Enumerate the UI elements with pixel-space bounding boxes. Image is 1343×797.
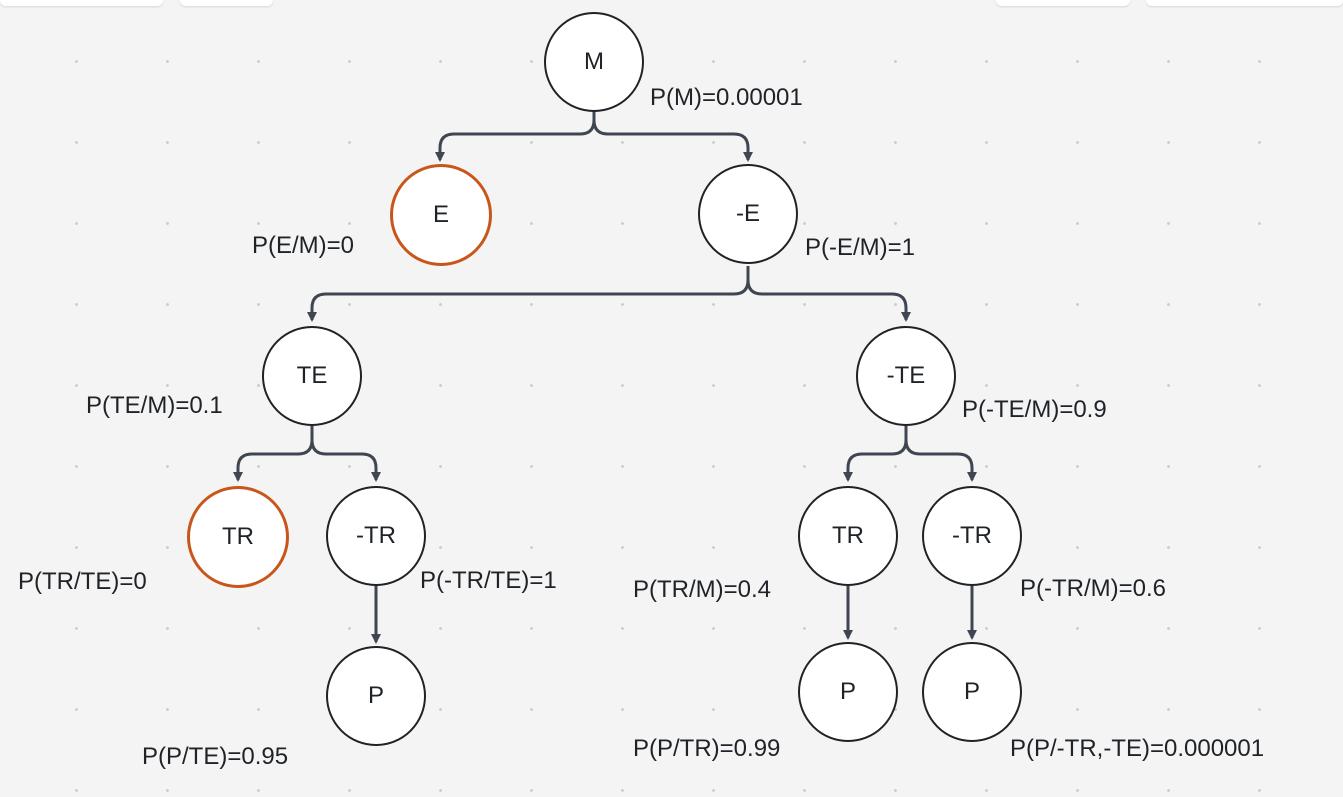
node-tr-right[interactable]: TR [798,486,898,586]
prob-label-p-left: P(P/TE)=0.95 [142,743,289,770]
node-p-right[interactable]: P [922,642,1022,742]
prob-label-not-tr-left: P(-TR/TE)=1 [420,567,557,594]
node-tr-left[interactable]: TR [187,486,289,588]
prob-label-te: P(TE/M)=0.1 [86,392,223,419]
prob-label-not-tr-right: P(-TR/M)=0.6 [1020,575,1167,602]
toolbar-tab [180,0,273,6]
edge-not-te-to-tr [843,426,908,482]
node-p-middle[interactable]: P [798,642,898,742]
node-te[interactable]: TE [262,326,362,426]
node-not-tr-left[interactable]: -TR [326,486,426,586]
edge-not-e-to-te [307,266,750,322]
prob-label-tr-right: P(TR/M)=0.4 [633,576,772,603]
node-p-left[interactable]: P [326,646,426,746]
edge-m-to-e [435,110,596,162]
node-m[interactable]: M [544,12,644,112]
edge-not-e-to-not-te [746,266,911,322]
node-not-e[interactable]: -E [698,164,798,264]
toolbar-tab [1146,0,1343,6]
prob-label-not-e: P(-E/M)=1 [805,234,916,261]
prob-label-p-right: P(P/-TR,-TE)=0.000001 [1010,735,1265,762]
edge-m-to-not-e [592,110,753,162]
toolbar-tab [0,0,163,6]
prob-label-tr-left: P(TR/TE)=0 [18,568,147,595]
toolbar-tab [996,0,1130,6]
prob-label-not-te: P(-TE/M)=0.9 [962,396,1107,423]
prob-label-e: P(E/M)=0 [252,232,355,259]
edge-te-to-not-tr [310,426,381,482]
node-not-te[interactable]: -TE [856,326,956,426]
prob-label-p-middle: P(P/TR)=0.99 [633,735,781,762]
node-e[interactable]: E [390,164,492,266]
prob-label-m: P(M)=0.00001 [650,84,803,111]
node-not-tr-right[interactable]: -TR [922,486,1022,586]
edge-te-to-tr [233,426,314,482]
edge-not-te-to-not-tr [904,426,977,482]
